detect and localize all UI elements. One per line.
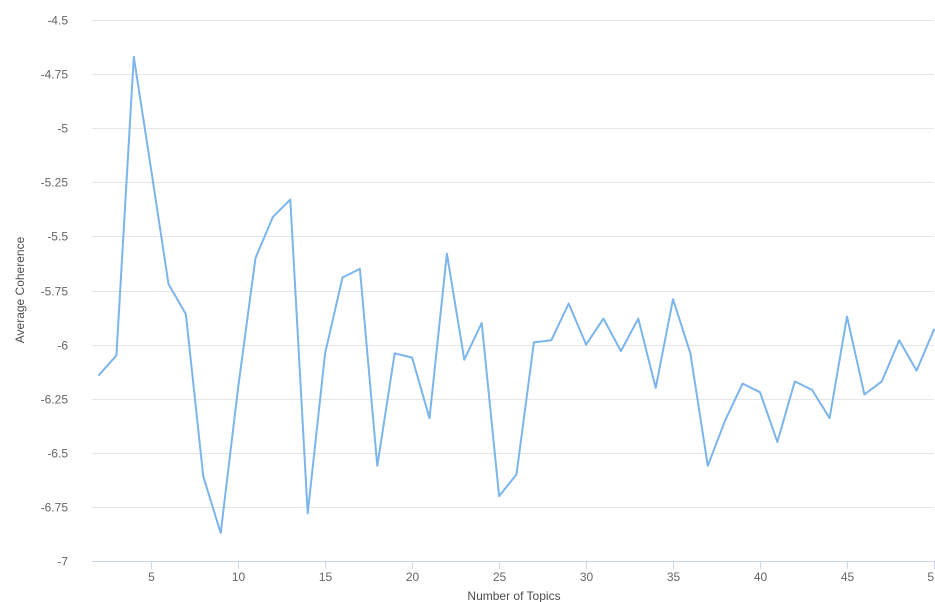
x-tick-label: 40 [754,570,768,584]
y-tick-label: -5 [57,122,68,136]
x-tick-label: 35 [667,570,681,584]
y-tick-label: -5.25 [41,176,69,190]
x-tick-label: 20 [406,570,420,584]
x-axis-title: Number of Topics [467,589,560,602]
x-tick-label: 30 [580,570,594,584]
y-tick-label: -6.25 [41,393,69,407]
y-tick-label: -6.75 [41,501,69,515]
x-tick-label: 5 [927,570,934,584]
x-tick-label: 10 [232,570,246,584]
y-tick-label: -5.5 [47,230,68,244]
x-tick-label: 45 [841,570,855,584]
y-tick-label: -6 [57,339,68,353]
y-tick-label: -4.5 [47,14,68,28]
grid-layer [92,20,934,508]
x-tick-label: 25 [493,570,507,584]
y-tick-label: -7 [57,555,68,569]
x-tick-label: 5 [148,570,155,584]
y-tick-label: -4.75 [41,68,69,82]
tick-layer: -4.5 -4.75 -5 -5.25 -5.5 -5.75 -6 -6.25 -6.5 -6.7… [41,14,935,585]
axis-layer [92,561,935,569]
series-line [98,55,935,534]
y-axis-title: Average Coherence [13,236,27,343]
x-tick-label: 15 [319,570,333,584]
y-tick-label: -6.5 [47,447,68,461]
series-layer [98,55,935,534]
y-tick-label: -5.75 [41,285,69,299]
